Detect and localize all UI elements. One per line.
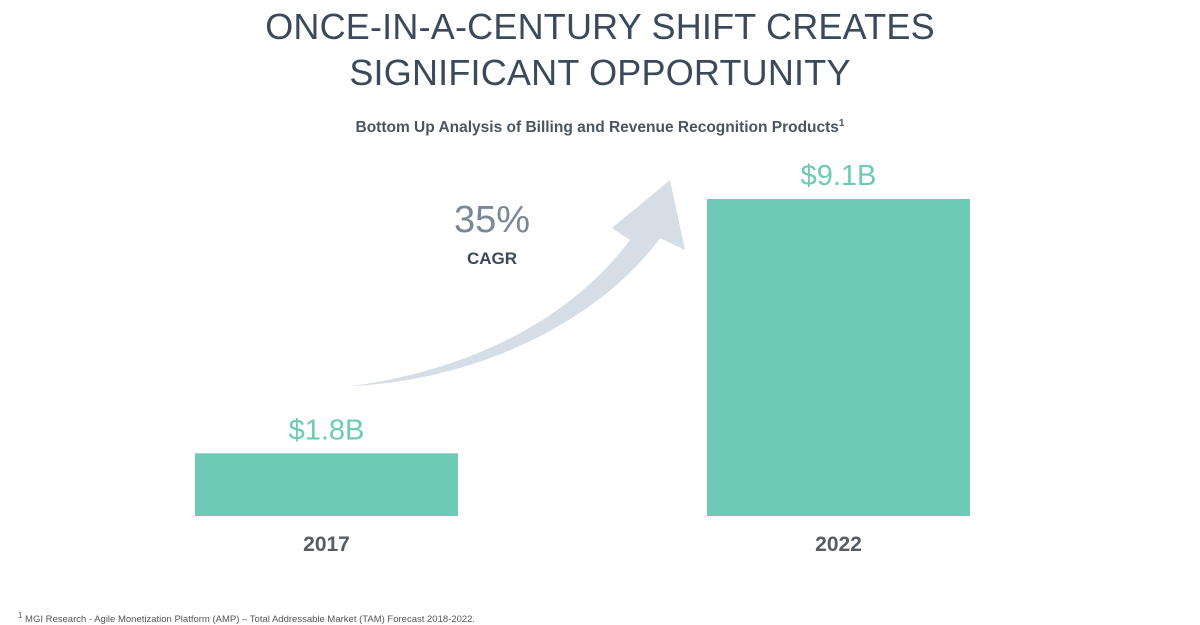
bar-2022 [707,199,970,516]
category-label-2017: 2017 [303,533,350,556]
category-label-2022: 2022 [815,533,862,556]
title-line-1: ONCE-IN-A-CENTURY SHIFT CREATES [265,6,935,47]
value-label-2017: $1.8B [289,414,365,446]
footnote-marker: 1 [18,611,23,620]
cagr-value: 35% [454,199,530,241]
title-line-2: SIGNIFICANT OPPORTUNITY [349,52,851,93]
footnote-text: MGI Research - Agile Monetization Platfo… [25,614,476,625]
bar-2017 [195,453,458,516]
footnote-ref: 1 [838,118,845,129]
value-label-2022: $9.1B [801,160,877,192]
footnote: 1 MGI Research - Agile Monetization Plat… [18,611,475,625]
slide-title: ONCE-IN-A-CENTURY SHIFT CREATES SIGNIFIC… [0,4,1200,96]
cagr-label: CAGR [467,249,517,268]
subtitle-text: Bottom Up Analysis of Billing and Revenu… [355,119,839,137]
growth-arrow-icon [352,180,685,386]
chart-subtitle: Bottom Up Analysis of Billing and Revenu… [0,118,1200,137]
